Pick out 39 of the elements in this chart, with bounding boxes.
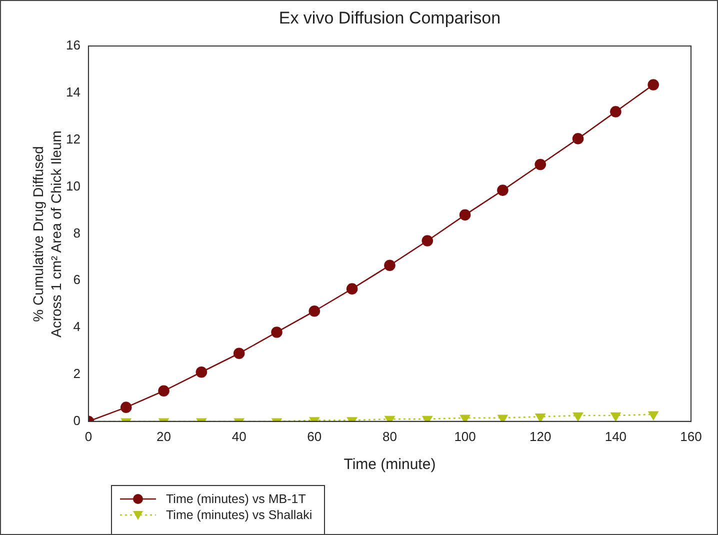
y-tick-label: 12 bbox=[66, 131, 80, 146]
point bbox=[534, 158, 546, 170]
point bbox=[459, 209, 471, 221]
point bbox=[422, 235, 434, 246]
x-tick-label: 160 bbox=[680, 428, 702, 444]
point bbox=[648, 79, 659, 90]
legend-label: Time (minutes) vs Shallaki bbox=[166, 508, 312, 522]
point bbox=[497, 184, 508, 196]
x-tick-label: 100 bbox=[454, 428, 476, 444]
y-tick-label: 6 bbox=[73, 272, 80, 288]
point bbox=[610, 106, 622, 118]
x-tick-label: 140 bbox=[604, 428, 627, 444]
point bbox=[233, 348, 245, 360]
y-tick-label: 8 bbox=[73, 225, 80, 240]
x-tick-label: 20 bbox=[156, 428, 172, 444]
x-tick-label: 0 bbox=[84, 428, 92, 444]
point bbox=[196, 366, 208, 378]
point bbox=[384, 260, 396, 272]
point bbox=[346, 283, 358, 294]
y-tick-label: 4 bbox=[73, 319, 80, 334]
y-tick-label: 0 bbox=[73, 412, 80, 428]
y-tick-label: 2 bbox=[73, 366, 80, 382]
x-tick-label: 40 bbox=[232, 428, 246, 444]
point bbox=[535, 414, 546, 422]
x-tick-label: 80 bbox=[382, 428, 397, 444]
point bbox=[120, 402, 132, 413]
x-tick-label: 120 bbox=[530, 428, 552, 444]
y-axis-title: % Cumulative Drug Diffused Across 1 cm² Area of Chick Ileum bbox=[29, 129, 65, 340]
point bbox=[158, 385, 170, 397]
x-tick-label: 60 bbox=[307, 428, 322, 444]
point bbox=[572, 133, 584, 144]
y-tick-label: 14 bbox=[66, 84, 80, 100]
y-tick-label: 16 bbox=[66, 38, 80, 53]
point bbox=[271, 326, 282, 338]
point bbox=[308, 305, 320, 317]
y-tick-label: 10 bbox=[66, 178, 80, 194]
chart-title: Ex vivo Diffusion Comparison bbox=[278, 8, 501, 28]
legend-label: Time (minutes) vs MB-1T bbox=[166, 492, 306, 506]
x-axis-title: Time (minute) bbox=[344, 456, 436, 473]
